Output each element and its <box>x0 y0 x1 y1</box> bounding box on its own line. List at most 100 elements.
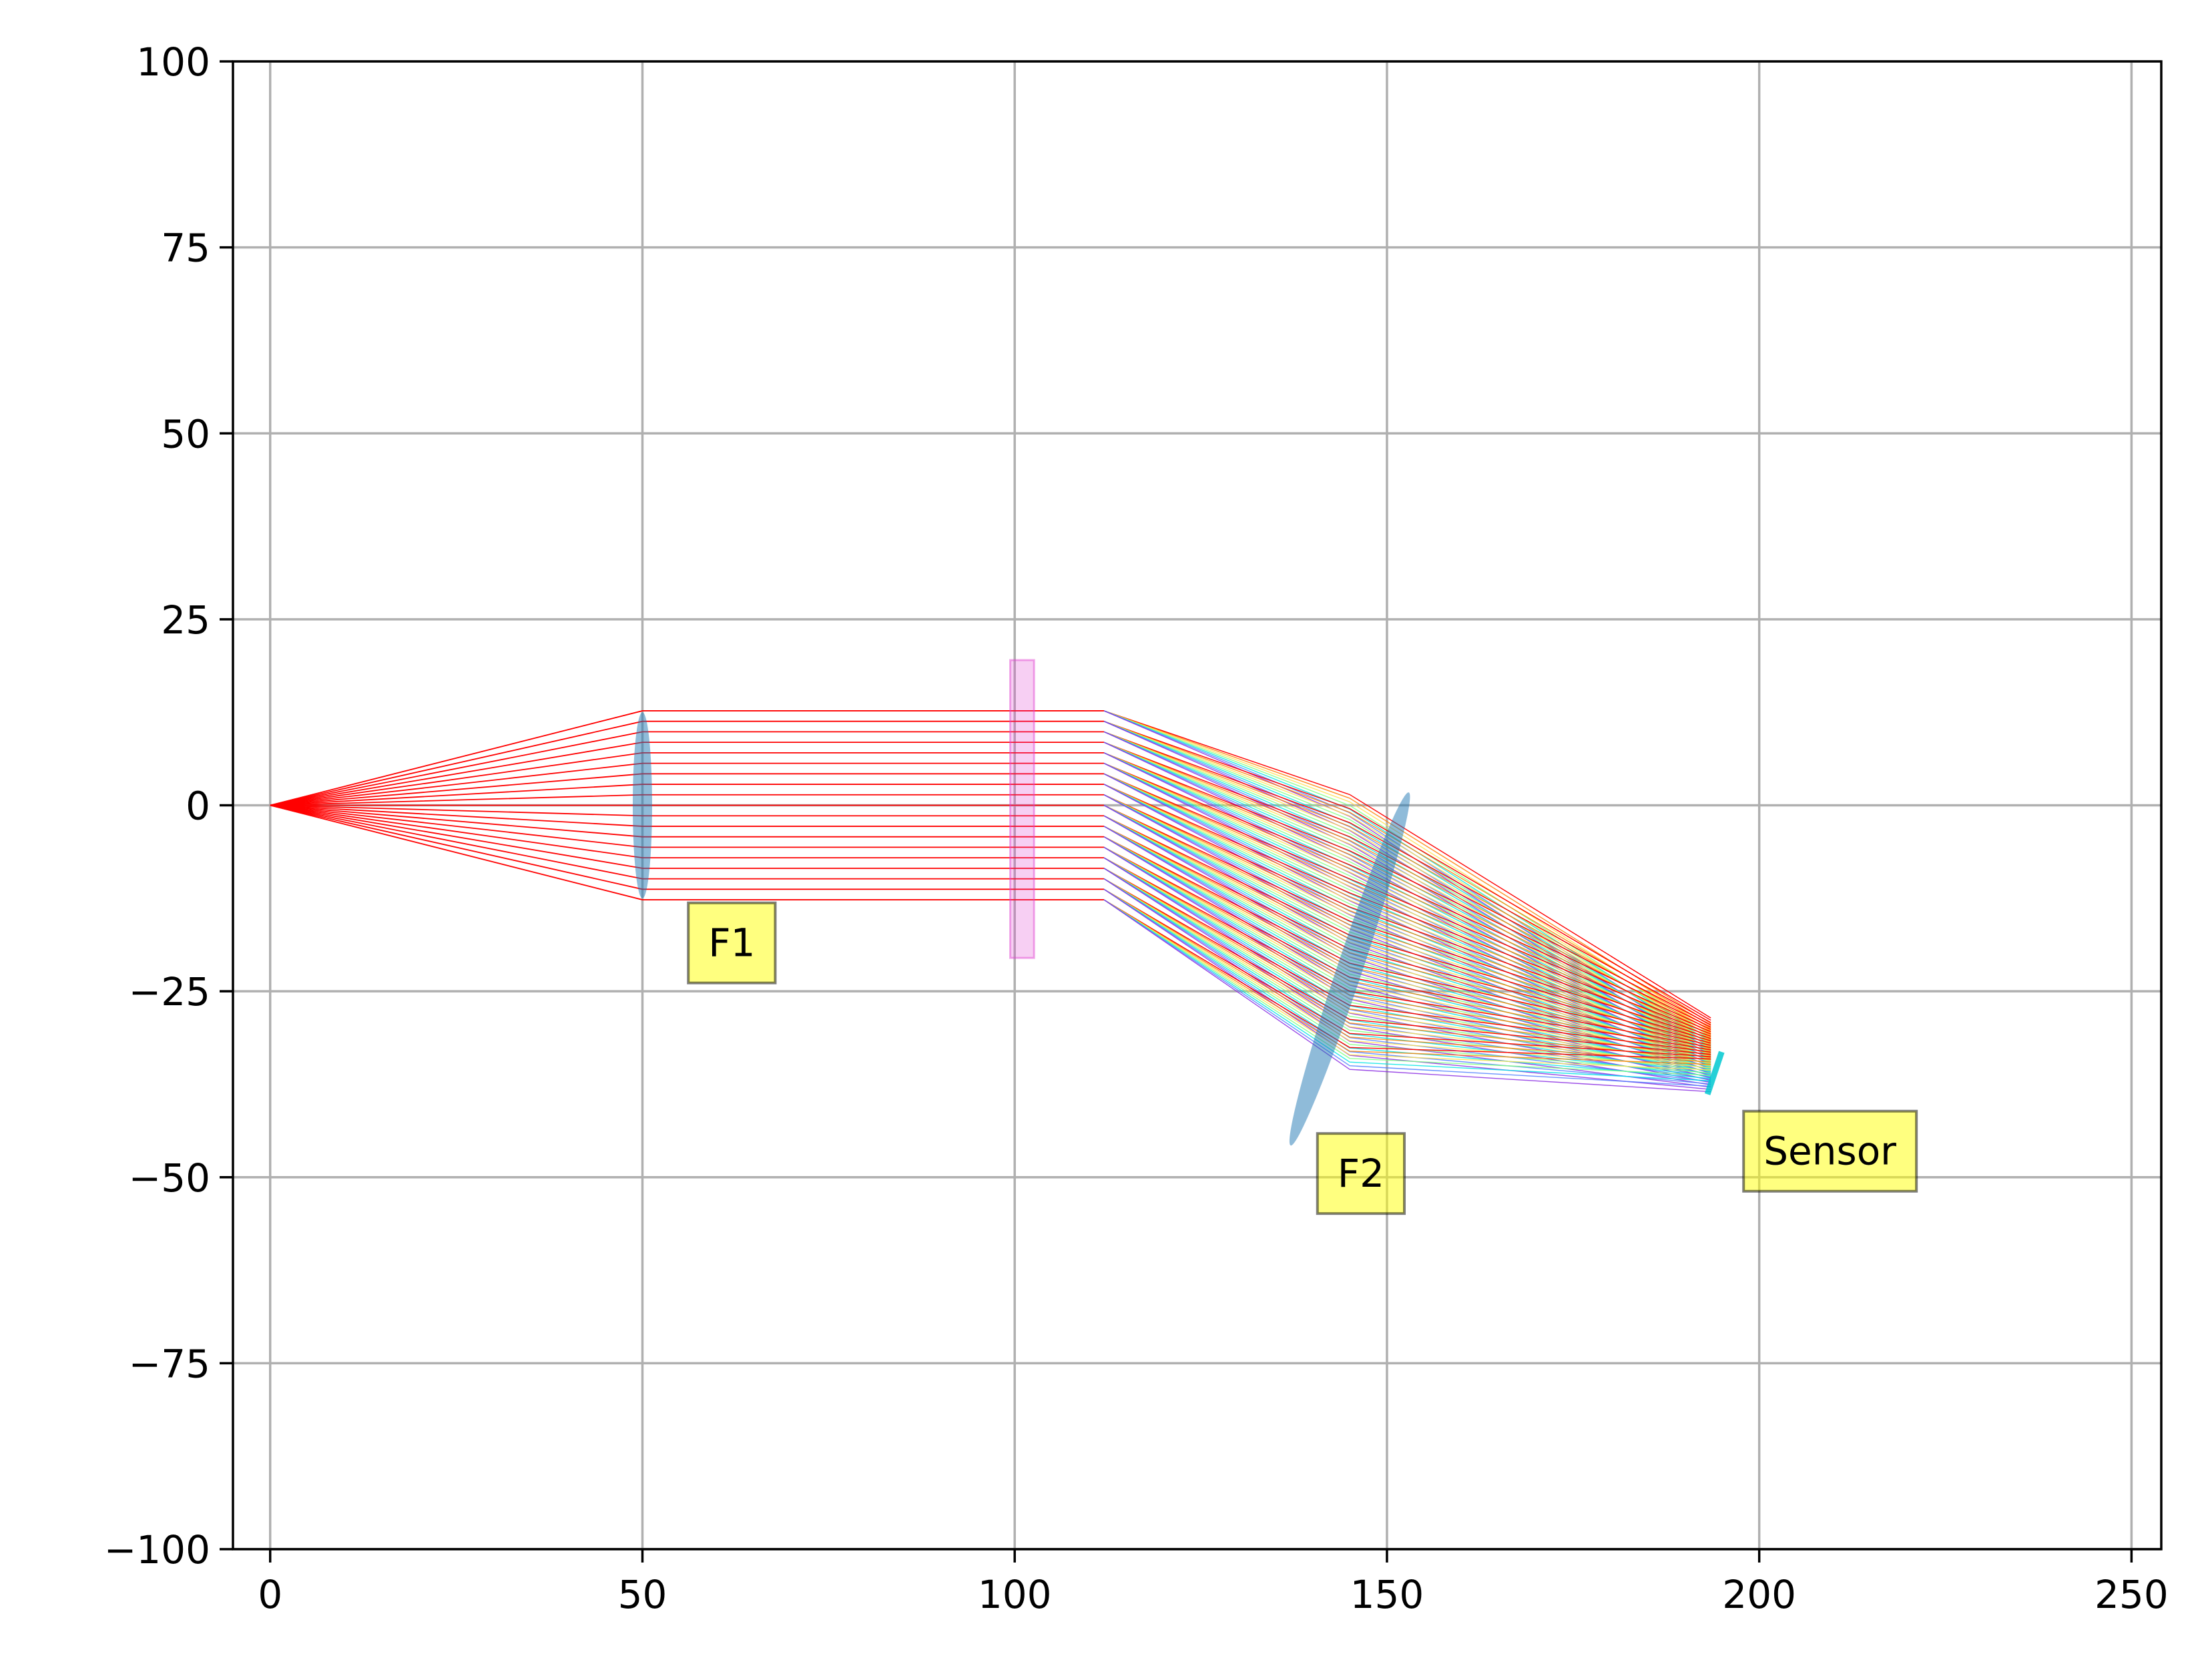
ray-dispersed <box>1103 899 1711 1060</box>
y-tick-label: −75 <box>129 1341 210 1386</box>
plot-area <box>270 659 1725 1146</box>
ray-dispersed <box>1103 857 1711 1083</box>
ray-dispersed <box>1103 762 1711 1057</box>
ray-dispersed <box>1103 794 1711 1064</box>
ray-incident <box>270 710 1105 806</box>
ray-dispersed <box>1103 731 1711 1040</box>
y-tick-label: 75 <box>161 226 210 271</box>
ray-dispersed <box>1103 742 1711 1031</box>
ray-dispersed <box>1103 868 1711 1075</box>
lens-ellipse <box>1289 792 1410 1146</box>
ray-dispersed <box>1103 888 1711 1063</box>
ray-dispersed <box>1103 721 1711 1032</box>
ray-dispersed <box>1103 742 1711 1025</box>
ray-dispersed <box>1103 784 1711 1051</box>
ray-dispersed <box>1103 762 1711 1030</box>
ray-dispersed <box>1103 804 1711 1039</box>
ray-dispersed <box>1103 784 1711 1067</box>
ray-dispersed <box>1103 731 1711 1045</box>
ray-incident <box>270 804 1105 900</box>
ray-dispersed <box>1103 794 1711 1053</box>
ray-dispersed <box>1103 762 1711 1047</box>
ray-dispersed <box>1103 742 1711 1047</box>
ray-dispersed <box>1103 742 1711 1042</box>
ray-dispersed <box>1103 899 1711 1071</box>
annotation-box <box>1316 1132 1406 1215</box>
ray-dispersed <box>1103 878 1711 1083</box>
ray-dispersed <box>1103 888 1711 1057</box>
ray-dispersed <box>1103 878 1711 1066</box>
ray-dispersed <box>1103 784 1711 1035</box>
ray-dispersed <box>1103 784 1711 1040</box>
ray-dispersed <box>1103 752 1711 1028</box>
ray-dispersed <box>1103 804 1711 1050</box>
ray-dispersed <box>1103 804 1711 1045</box>
ray-dispersed <box>1103 868 1711 1069</box>
ray-dispersed <box>1103 762 1711 1035</box>
ray-dispersed <box>1103 878 1711 1077</box>
ray-dispersed <box>1103 868 1711 1080</box>
annotation-label: Sensor <box>1742 1109 1918 1193</box>
ray-dispersed <box>1103 773 1711 1049</box>
ray-dispersed <box>1103 899 1711 1087</box>
y-tick-label: −100 <box>104 1527 210 1573</box>
ray-dispersed <box>1103 752 1711 1044</box>
annotations: F1 F2 Sensor <box>687 901 1918 1215</box>
ray-dispersed <box>1103 773 1711 1060</box>
ray-dispersed <box>1103 773 1711 1033</box>
y-tick-label: 25 <box>161 597 210 643</box>
ray-dispersed <box>1103 888 1711 1079</box>
annotation-label: F1 <box>687 901 777 985</box>
annotation-text: F1 <box>708 920 755 966</box>
ray-dispersed <box>1103 868 1711 1086</box>
ray-dispersed <box>1103 752 1711 1050</box>
x-tick-label: 100 <box>978 1572 1052 1617</box>
ray-dispersed <box>1103 899 1711 1093</box>
ray-dispersed <box>1103 752 1711 1033</box>
ray-dispersed <box>1103 794 1711 1059</box>
y-tick-label: −50 <box>129 1155 210 1201</box>
sensor-plate <box>1704 1051 1725 1095</box>
ray-dispersed <box>1103 857 1711 1078</box>
annotation-text: Sensor <box>1763 1129 1896 1174</box>
ray-dispersed <box>1103 794 1711 1070</box>
ray-dispersed <box>1103 784 1711 1046</box>
ray-dispersed <box>1103 710 1711 1030</box>
ray-dispersed <box>1103 888 1711 1090</box>
ray-dispersed <box>1103 710 1711 1019</box>
ray-dispersed <box>1103 888 1711 1074</box>
x-tick-label: 0 <box>258 1572 282 1617</box>
ray-dispersed <box>1103 710 1711 1024</box>
ray-dispersed <box>1103 762 1711 1041</box>
ray-dispersed <box>1103 899 1711 1076</box>
ray-dispersed <box>1103 773 1711 1054</box>
ray-dispersed <box>1103 731 1711 1029</box>
ray-dispersed <box>1103 731 1711 1034</box>
ray-dispersed <box>1103 899 1711 1065</box>
ray-dispersed <box>1103 752 1711 1039</box>
ray-dispersed <box>1103 878 1711 1061</box>
ray-dispersed <box>1103 710 1711 1035</box>
annotation-box <box>1742 1109 1918 1193</box>
ray-dispersed <box>1103 868 1711 1064</box>
annotation-label: F2 <box>1316 1132 1406 1215</box>
annotation-box <box>687 901 777 985</box>
ray-dispersed <box>1103 762 1711 1052</box>
ray-dispersed <box>1103 742 1711 1037</box>
ray-dispersed <box>1103 773 1711 1065</box>
ray-dispersed <box>1103 794 1711 1037</box>
y-tick-label: 0 <box>186 784 210 829</box>
ray-dispersed <box>1103 784 1711 1057</box>
beam-splitter <box>1009 659 1035 959</box>
ray-dispersed <box>1103 721 1711 1037</box>
y-tick-label: −25 <box>129 969 210 1015</box>
x-tick-label: 150 <box>1350 1572 1424 1617</box>
ray-dispersed <box>1103 731 1711 1023</box>
ray-dispersed <box>1103 773 1711 1038</box>
x-tick-label: 50 <box>618 1572 667 1617</box>
ray-dispersed <box>1103 888 1711 1085</box>
ray-dispersed <box>1103 878 1711 1055</box>
ray-dispersed <box>1103 794 1711 1043</box>
